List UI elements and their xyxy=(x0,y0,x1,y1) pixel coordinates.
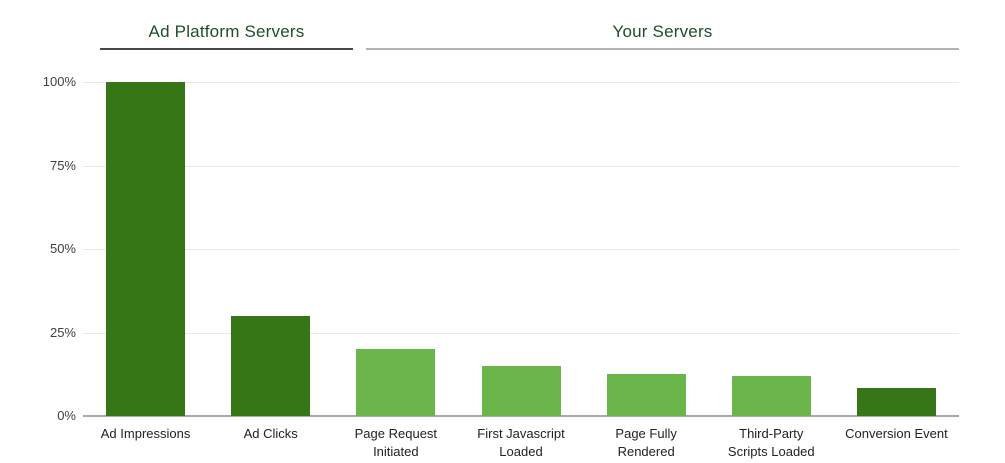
y-tick-label-25: 25% xyxy=(49,324,76,340)
gridline-25 xyxy=(83,332,959,334)
category-label-first-javascript-loaded: First Javascript Loaded xyxy=(477,426,565,459)
x-axis-baseline xyxy=(83,415,959,417)
group-header-your-servers: Your Servers xyxy=(366,13,959,50)
y-tick-label-75: 75% xyxy=(49,157,76,173)
bar-third-party-scripts-loaded xyxy=(731,375,811,416)
group-title-your-servers: Your Servers xyxy=(612,22,713,41)
y-tick-label-50: 50% xyxy=(49,241,76,256)
category-label-conversion-event: Conversion Event xyxy=(845,426,948,441)
category-label-page-fully-rendered: Page Fully Rendered xyxy=(615,426,677,459)
bar-ad-clicks xyxy=(231,315,311,416)
category-label-page-request-initiated: Page Request Initiated xyxy=(354,426,438,459)
bar-first-javascript-loaded xyxy=(481,365,561,416)
y-tick-label-0: 0% xyxy=(57,408,76,423)
bar-ad-impressions xyxy=(106,82,186,416)
group-title-ad-platform-servers: Ad Platform Servers xyxy=(148,22,305,41)
gridline-75 xyxy=(83,165,959,167)
group-underline-dark xyxy=(100,48,353,50)
category-label-ad-impressions: Ad Impressions xyxy=(100,426,191,441)
category-label-third-party-scripts-loaded: Third-Party Scripts Loaded xyxy=(727,426,815,459)
category-label-ad-clicks: Ad Clicks xyxy=(243,426,298,441)
bar-conversion-event xyxy=(856,387,936,416)
bar-page-fully-rendered xyxy=(606,374,686,416)
gridline-50 xyxy=(83,249,959,250)
group-header-ad-platform-servers: Ad Platform Servers xyxy=(100,13,353,50)
bar-page-request-initiated xyxy=(356,349,436,416)
y-tick-label-100: 100% xyxy=(42,74,76,89)
gridline-100 xyxy=(83,82,959,83)
group-underline-gray xyxy=(366,48,959,50)
